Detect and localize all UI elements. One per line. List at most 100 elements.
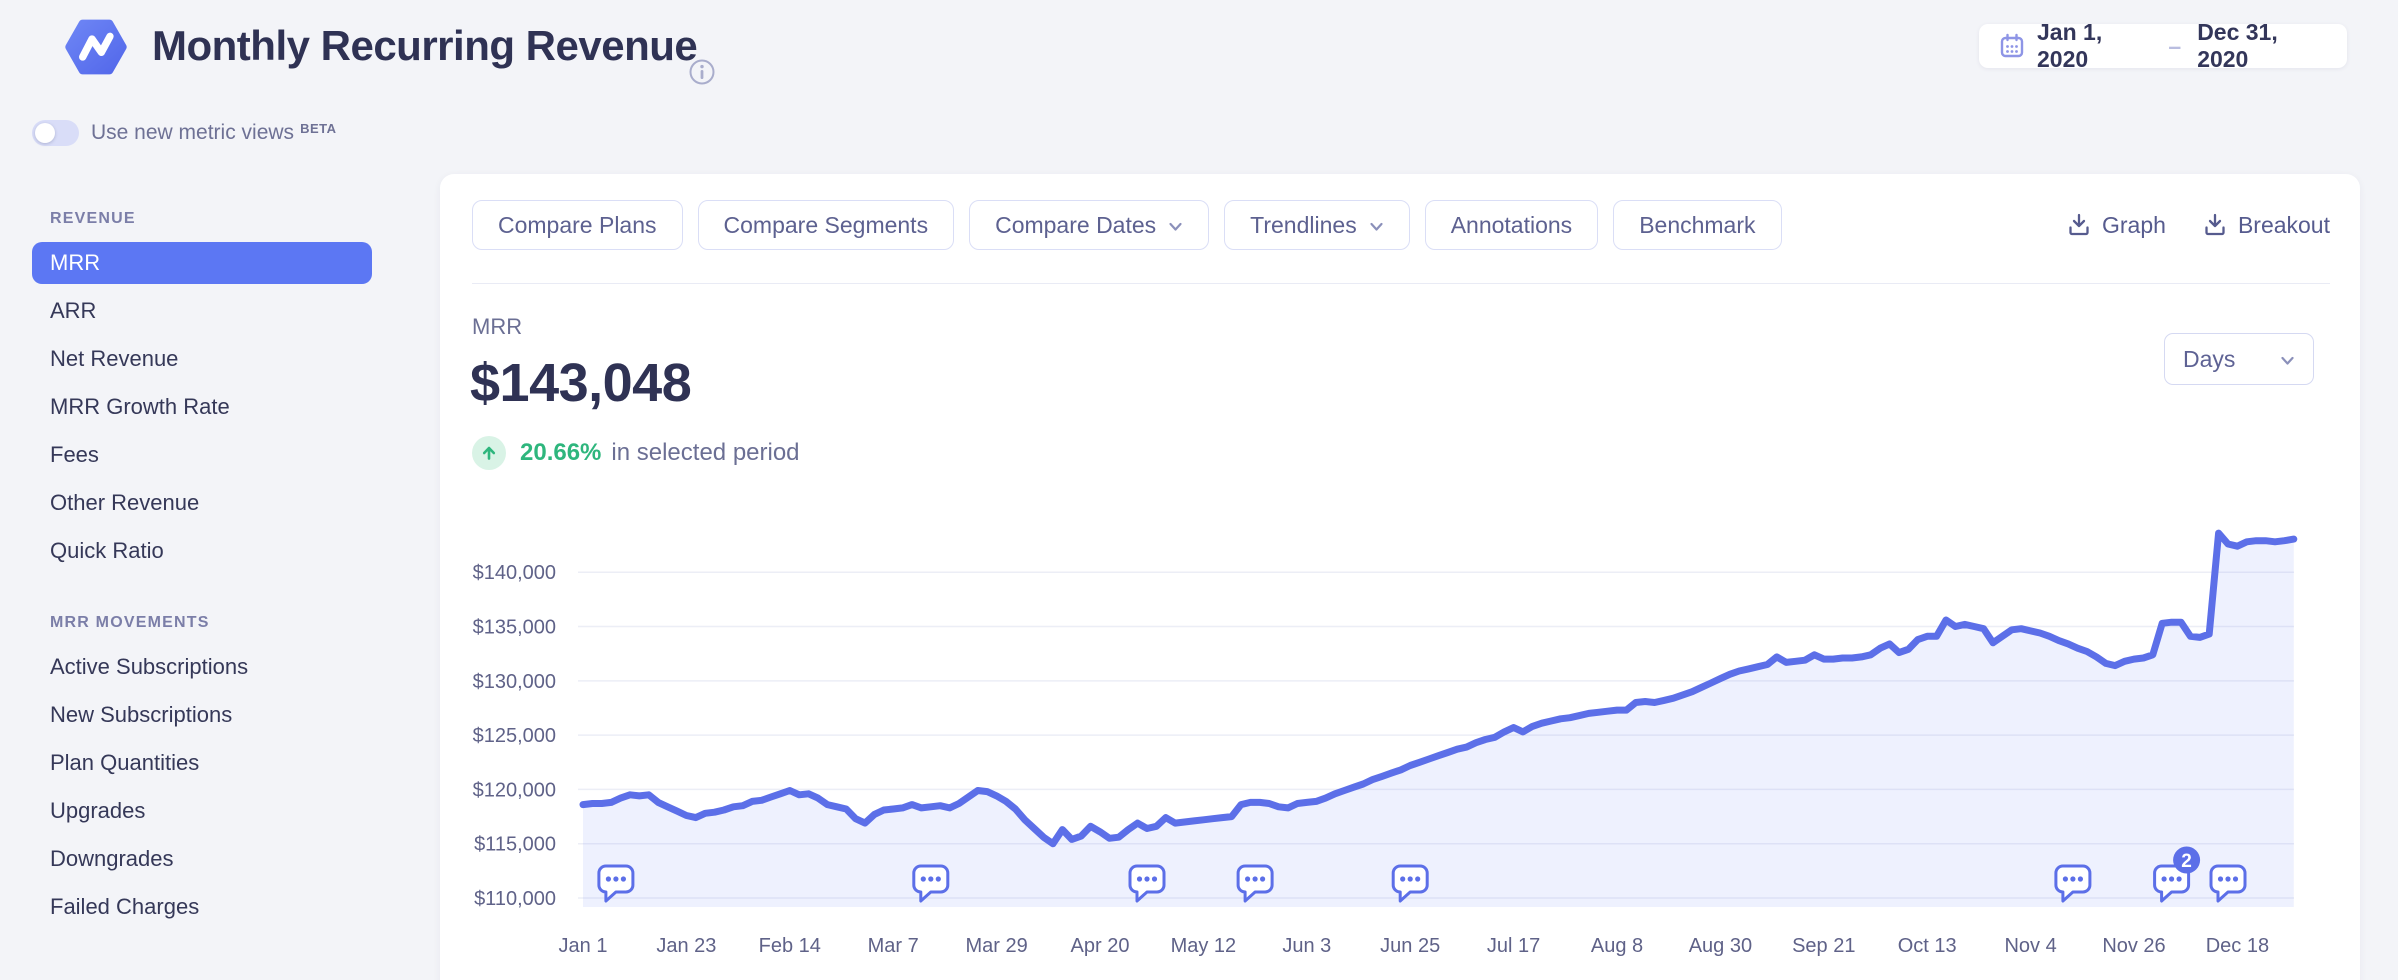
bubble-dot [1151,876,1158,882]
bubble-dot [1415,876,1421,882]
page-title: Monthly Recurring Revenue [152,22,698,69]
change-percent: 20.66% [520,439,602,466]
chart-toolbar: Compare Plans Compare Segments Compare Dat… [472,200,2330,250]
interval-select[interactable]: Days [2164,333,2314,385]
chevron-down-icon [1370,222,1383,231]
date-range-picker[interactable]: Jan 1, 2020 – Dec 31, 2020 [1979,19,2347,72]
bubble-dot [2217,876,2224,882]
toolbar-button-label: Compare Segments [723,211,929,238]
date-range-separator: – [2168,32,2182,59]
toolbar-button-compare-plans[interactable]: Compare Plans [472,200,683,250]
annotation-bubble-icon[interactable]: 2 [2153,846,2201,903]
toolbar-button-annotations[interactable]: Annotations [1424,200,1599,250]
info-icon[interactable] [688,58,716,86]
toolbar-divider [472,283,2330,284]
toolbar-button-label: Compare Plans [498,211,657,238]
new-metric-views-toggle[interactable] [32,120,79,146]
toggle-knob [35,123,55,143]
annotation-bubble-icon[interactable] [912,864,950,903]
annotation-bubble-icon[interactable] [597,864,635,903]
download-icon [2069,213,2089,236]
toolbar-button-compare-dates[interactable]: Compare Dates [969,200,1210,250]
annotation-count: 2 [2181,851,2192,872]
annotation-bubble-icon[interactable] [2054,864,2092,903]
annotation-bubble-icon[interactable] [1391,864,1429,903]
toolbar-button-benchmark[interactable]: Benchmark [1613,200,1782,250]
chevron-down-icon [1169,222,1182,231]
bubble-dot [2169,876,2175,882]
speech-bubble [912,864,950,903]
interval-select-value: Days [2183,345,2236,372]
sidebar-item-arr[interactable]: ARR [50,298,97,323]
bubble-dot [920,876,926,882]
bubble-dot [2176,876,2182,882]
toolbar-button-label: Compare Dates [995,211,1157,238]
bubble-dot [620,876,626,882]
bubble-dot [2062,876,2068,882]
speech-bubble [597,864,635,903]
metric-value: $143,048 [470,353,692,413]
bubble-dot [2161,876,2167,882]
sidebar-item-failed-charges[interactable]: Failed Charges [50,894,200,919]
sidebar-item-active-subscriptions[interactable]: Active Subscriptions [50,654,249,679]
export-label: Graph [2102,211,2166,238]
sidebar-item-upgrades[interactable]: Upgrades [50,798,146,823]
toolbar-button-compare-segments[interactable]: Compare Segments [697,200,955,250]
toolbar-button-trendlines[interactable]: Trendlines [1224,200,1410,250]
date-range-start: Jan 1, 2020 [2037,19,2103,72]
bubble-dot [1407,876,1413,882]
sidebar-item-downgrades[interactable]: Downgrades [50,846,174,871]
date-range-end: Dec 31, 2020 [2197,19,2278,72]
bubble-dot [935,876,941,882]
sidebar-item-plan-quantities[interactable]: Plan Quantities [50,750,200,775]
toolbar-button-label: Annotations [1450,211,1573,238]
toggle-label: Use new metric views BETA [91,121,337,144]
speech-bubble [1391,864,1429,903]
change-suffix: in selected period [611,439,800,466]
bubble-dot [1144,876,1150,882]
sidebar-item-quick-ratio[interactable]: Quick Ratio [50,538,164,563]
annotation-bubble-icon[interactable] [1128,864,1166,903]
download-icon [2205,213,2225,236]
bubble-dot [2225,876,2231,882]
bubble-dot [605,876,611,882]
bubble-dot [1136,876,1143,882]
bubble-dot [928,876,934,882]
bubble-dot [613,876,619,882]
trend-up-icon [472,436,506,470]
bubble-dot [1260,876,1266,882]
speech-bubble [2209,864,2247,903]
annotation-bubble-icon[interactable] [2209,864,2247,903]
export-graph[interactable]: Graph [2066,212,2166,239]
speech-bubble [1128,864,1166,903]
chevron-down-icon [2281,356,2294,365]
toolbar-button-label: Benchmark [1639,211,1756,238]
bubble-dot [1400,876,1406,882]
annotation-count-badge [2173,846,2201,874]
bubble-dot [1252,876,1258,882]
bubble-dot [2232,876,2239,882]
sidebar-section-title: REVENUE [50,210,136,227]
bubble-dot [2070,876,2076,882]
sidebar-item-mrr-growth-rate[interactable]: MRR Growth Rate [50,394,230,419]
sidebar: Use new metric views BETA REVENUE MRR ARR Ne… [32,120,372,934]
export-breakout[interactable]: Breakout [2202,212,2330,239]
sidebar-item-other-revenue[interactable]: Other Revenue [50,490,200,515]
sidebar-item-net-revenue[interactable]: Net Revenue [50,346,179,371]
metric-change: 20.66% in selected period [472,436,800,470]
speech-bubble [1236,864,1274,903]
speech-bubble [2054,864,2092,903]
sidebar-item-mrr[interactable]: MRR [32,242,372,284]
app-logo[interactable] [56,17,136,77]
sidebar-item-new-subscriptions[interactable]: New Subscriptions [50,702,233,727]
bubble-dot [1245,876,1251,882]
metric-card: Compare Plans Compare Segments Compare Dat… [440,174,2360,980]
bubble-dot [2077,876,2083,882]
beta-badge: BETA [300,121,337,136]
sidebar-item-fees[interactable]: Fees [50,442,99,467]
export-label: Breakout [2237,211,2330,238]
annotation-bubble-icon[interactable] [1236,864,1274,903]
calendar-icon [2000,33,2024,58]
toolbar-button-label: Trendlines [1250,211,1357,238]
